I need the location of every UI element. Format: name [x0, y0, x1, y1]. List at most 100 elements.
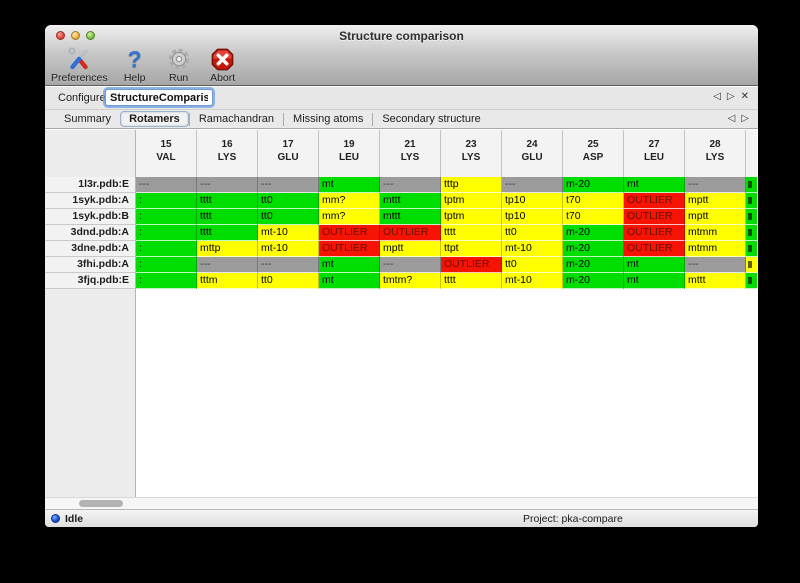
rotamer-cell[interactable]: OUTLIER: [441, 257, 502, 273]
rotamer-cell-partial[interactable]: [746, 257, 757, 273]
column-header-24[interactable]: 24 GLU: [502, 130, 563, 177]
rotamer-cell[interactable]: mptt: [685, 209, 746, 225]
rotamer-cell[interactable]: mt: [319, 257, 380, 273]
rotamer-cell[interactable]: ---: [136, 177, 197, 193]
rotamer-cell[interactable]: tttp: [441, 177, 502, 193]
rotamer-cell[interactable]: m-20: [563, 241, 624, 257]
tab-rotamers[interactable]: Rotamers: [120, 111, 189, 127]
rotamer-cell[interactable]: tmtm?: [380, 273, 441, 289]
column-header-23[interactable]: 23 LYS: [441, 130, 502, 177]
rotamer-cell[interactable]: mptt: [685, 193, 746, 209]
rotamer-cell[interactable]: ---: [502, 177, 563, 193]
rotamer-cell[interactable]: m-20: [563, 273, 624, 289]
rotamer-cell[interactable]: mt: [624, 273, 685, 289]
column-header-15[interactable]: 15 VAL: [136, 130, 197, 177]
row-label-3dne.pdb:A[interactable]: 3dne.pdb:A: [45, 241, 135, 257]
rotamer-cell[interactable]: tp10: [502, 193, 563, 209]
rotamer-cell[interactable]: mt: [319, 177, 380, 193]
rotamer-cell[interactable]: tt0: [258, 273, 319, 289]
preferences-button[interactable]: Preferences: [51, 46, 108, 84]
rotamer-cell[interactable]: ---: [380, 257, 441, 273]
rotamer-cell[interactable]: tt0: [258, 193, 319, 209]
rotamer-cell-partial[interactable]: [746, 193, 757, 209]
rotamer-cell[interactable]: :: [136, 241, 197, 257]
rotamer-cell[interactable]: tt0: [502, 225, 563, 241]
rotamer-cell[interactable]: m-20: [563, 257, 624, 273]
rotamer-cell[interactable]: OUTLIER: [624, 209, 685, 225]
help-button[interactable]: ? Help: [118, 46, 152, 84]
column-header-19[interactable]: 19 LEU: [319, 130, 380, 177]
row-label-1syk.pdb:B[interactable]: 1syk.pdb:B: [45, 209, 135, 225]
rotamer-cell[interactable]: OUTLIER: [624, 241, 685, 257]
abort-button[interactable]: Abort: [206, 46, 240, 84]
rotamer-cell[interactable]: mt-10: [502, 273, 563, 289]
rotamer-cell[interactable]: ---: [258, 177, 319, 193]
rotamer-cell[interactable]: mttt: [380, 193, 441, 209]
close-window-icon[interactable]: [56, 31, 65, 40]
row-label-3dnd.pdb:A[interactable]: 3dnd.pdb:A: [45, 225, 135, 241]
rotamer-cell[interactable]: tp10: [502, 209, 563, 225]
rotamer-cell[interactable]: mtmm: [685, 241, 746, 257]
minimize-window-icon[interactable]: [71, 31, 80, 40]
rotamer-cell[interactable]: mt-10: [258, 241, 319, 257]
rotamer-cell[interactable]: tttt: [441, 225, 502, 241]
rotamer-cell-partial[interactable]: [746, 209, 757, 225]
rotamer-cell[interactable]: OUTLIER: [380, 225, 441, 241]
column-header-21[interactable]: 21 LYS: [380, 130, 441, 177]
row-label-1syk.pdb:A[interactable]: 1syk.pdb:A: [45, 193, 135, 209]
rotamer-cell[interactable]: t70: [563, 209, 624, 225]
tab-ramachandran[interactable]: Ramachandran: [198, 113, 275, 125]
rotamer-cell[interactable]: :: [136, 209, 197, 225]
tab-summary[interactable]: Summary: [64, 113, 112, 125]
rotamer-cell[interactable]: tptm: [441, 209, 502, 225]
title-bar[interactable]: Structure comparison: [45, 25, 758, 45]
horizontal-scrollbar[interactable]: [45, 497, 758, 509]
rotamer-cell[interactable]: mttt: [685, 273, 746, 289]
rotamer-cell[interactable]: :: [136, 257, 197, 273]
configure-name-input[interactable]: [105, 89, 213, 106]
rotamer-cell[interactable]: tttt: [197, 209, 258, 225]
rotamer-cell[interactable]: mtmm: [685, 225, 746, 241]
rotamer-cell[interactable]: t70: [563, 193, 624, 209]
rotamer-cell-partial[interactable]: [746, 273, 757, 289]
tabs-back-icon[interactable]: ◁: [727, 113, 736, 124]
rotamer-cell[interactable]: tttt: [441, 273, 502, 289]
rotamer-cell-partial[interactable]: [746, 177, 757, 193]
pane-back-icon[interactable]: ◁: [713, 91, 721, 102]
rotamer-cell[interactable]: ---: [380, 177, 441, 193]
rotamer-cell[interactable]: mttp: [197, 241, 258, 257]
tabs-forward-icon[interactable]: ▷: [741, 113, 749, 124]
rotamer-cell[interactable]: OUTLIER: [319, 225, 380, 241]
rotamer-cell-partial[interactable]: [746, 241, 757, 257]
column-header-28[interactable]: 28 LYS: [685, 130, 746, 177]
column-header-27[interactable]: 27 LEU: [624, 130, 685, 177]
zoom-window-icon[interactable]: [86, 31, 95, 40]
run-button[interactable]: Run: [162, 46, 196, 84]
horizontal-scrollbar-thumb[interactable]: [79, 500, 123, 507]
rotamer-cell[interactable]: tt0: [502, 257, 563, 273]
column-header-25[interactable]: 25 ASP: [563, 130, 624, 177]
rotamer-cell[interactable]: m-20: [563, 177, 624, 193]
row-label-3fhi.pdb:A[interactable]: 3fhi.pdb:A: [45, 257, 135, 273]
rotamer-cell[interactable]: ---: [685, 257, 746, 273]
rotamer-cell[interactable]: ---: [197, 257, 258, 273]
pane-forward-icon[interactable]: ▷: [726, 91, 735, 102]
rotamer-cell[interactable]: mt: [319, 273, 380, 289]
rotamer-cell[interactable]: ttpt: [441, 241, 502, 257]
rotamer-cell[interactable]: ---: [685, 177, 746, 193]
rotamer-cell[interactable]: OUTLIER: [624, 225, 685, 241]
rotamer-cell[interactable]: mt-10: [258, 225, 319, 241]
rotamer-cell[interactable]: :: [136, 273, 197, 289]
column-header-17[interactable]: 17 GLU: [258, 130, 319, 177]
rotamer-cell[interactable]: mm?: [319, 193, 380, 209]
rotamer-cell[interactable]: ---: [197, 177, 258, 193]
row-label-1l3r.pdb:E[interactable]: 1l3r.pdb:E: [45, 177, 135, 193]
rotamer-cell[interactable]: mptt: [380, 241, 441, 257]
rotamer-cell[interactable]: mt: [624, 177, 685, 193]
rotamer-cell-partial[interactable]: [746, 225, 757, 241]
rotamer-cell[interactable]: :: [136, 193, 197, 209]
rotamer-cell[interactable]: tttt: [197, 225, 258, 241]
rotamer-cell[interactable]: tt0: [258, 209, 319, 225]
rotamer-cell[interactable]: :: [136, 225, 197, 241]
rotamer-cell[interactable]: mt: [624, 257, 685, 273]
